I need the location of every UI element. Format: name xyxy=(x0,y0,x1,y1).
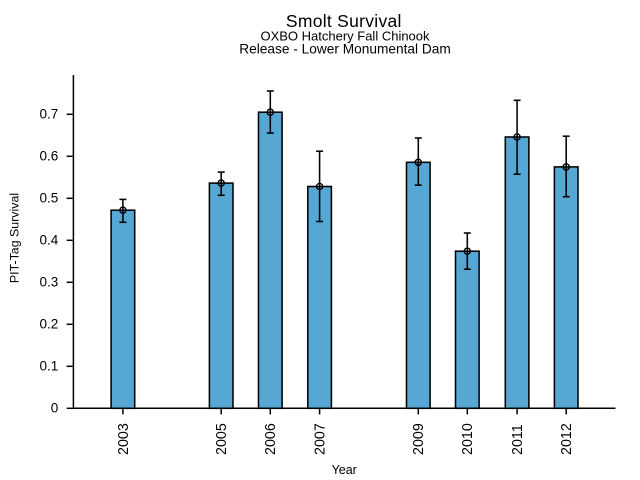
svg-text:0.4: 0.4 xyxy=(40,233,59,248)
svg-text:OXBO Hatchery Fall Chinook: OXBO Hatchery Fall Chinook xyxy=(260,29,430,44)
svg-text:0.2: 0.2 xyxy=(40,317,59,332)
svg-text:2010: 2010 xyxy=(460,423,476,455)
svg-text:PIT-Tag Survival: PIT-Tag Survival xyxy=(7,193,21,283)
svg-text:2006: 2006 xyxy=(263,423,279,455)
svg-text:Smolt Survival: Smolt Survival xyxy=(286,11,402,31)
svg-text:2009: 2009 xyxy=(411,423,427,455)
svg-text:0.6: 0.6 xyxy=(40,149,59,164)
svg-text:Release - Lower Monumental Dam: Release - Lower Monumental Dam xyxy=(239,41,451,56)
svg-text:0.3: 0.3 xyxy=(40,275,59,290)
svg-text:0.5: 0.5 xyxy=(40,191,59,206)
svg-text:0: 0 xyxy=(51,401,59,416)
svg-text:2011: 2011 xyxy=(510,424,526,455)
svg-text:Year: Year xyxy=(332,463,357,477)
svg-text:2012: 2012 xyxy=(559,423,575,455)
svg-text:0.1: 0.1 xyxy=(40,359,59,374)
svg-text:0.7: 0.7 xyxy=(40,107,59,122)
svg-text:2007: 2007 xyxy=(313,423,329,455)
svg-text:2005: 2005 xyxy=(214,423,230,455)
svg-text:2003: 2003 xyxy=(116,423,132,455)
